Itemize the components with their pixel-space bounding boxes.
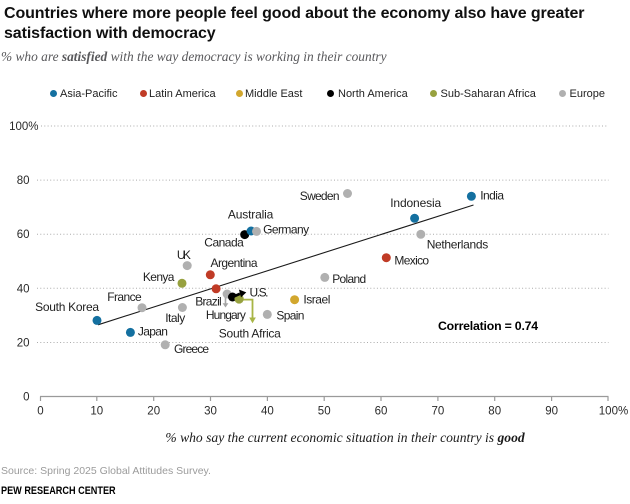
svg-text:50: 50 <box>318 406 331 418</box>
svg-text:Germany: Germany <box>263 223 309 237</box>
svg-text:10: 10 <box>90 406 103 418</box>
svg-text:100%: 100% <box>9 121 38 133</box>
svg-text:60: 60 <box>17 229 30 241</box>
svg-text:Israel: Israel <box>303 293 330 307</box>
svg-text:Greece: Greece <box>174 342 209 356</box>
svg-text:40: 40 <box>17 283 30 295</box>
svg-text:80: 80 <box>17 175 30 187</box>
svg-text:South Africa: South Africa <box>219 327 281 341</box>
svg-text:30: 30 <box>204 406 217 418</box>
svg-text:France: France <box>107 290 142 304</box>
svg-text:Poland: Poland <box>332 272 366 286</box>
svg-text:Canada: Canada <box>204 236 244 250</box>
svg-text:70: 70 <box>432 406 445 418</box>
svg-text:U.S.: U.S. <box>250 286 269 300</box>
svg-text:Correlation = 0.74: Correlation = 0.74 <box>438 319 538 333</box>
svg-text:India: India <box>480 188 504 202</box>
svg-text:South Korea: South Korea <box>35 300 99 314</box>
svg-text:20: 20 <box>17 338 30 350</box>
svg-text:Australia: Australia <box>228 208 274 222</box>
svg-text:Japan: Japan <box>138 325 168 339</box>
svg-text:Indonesia: Indonesia <box>390 196 441 210</box>
svg-text:40: 40 <box>261 406 274 418</box>
svg-text:Italy: Italy <box>165 311 185 325</box>
svg-text:0: 0 <box>23 392 29 404</box>
svg-text:0: 0 <box>37 406 43 418</box>
svg-text:20: 20 <box>147 406 160 418</box>
svg-text:Argentina: Argentina <box>211 256 258 270</box>
svg-text:Sweden: Sweden <box>300 189 340 203</box>
svg-text:60: 60 <box>375 406 388 418</box>
svg-text:Netherlands: Netherlands <box>427 238 489 252</box>
svg-text:90: 90 <box>545 406 558 418</box>
svg-text:Kenya: Kenya <box>143 270 175 284</box>
svg-text:100%: 100% <box>599 406 628 418</box>
svg-text:Spain: Spain <box>276 309 304 323</box>
svg-text:Brazil: Brazil <box>195 294 222 308</box>
svg-text:Hungary: Hungary <box>206 308 246 322</box>
svg-text:Mexico: Mexico <box>394 253 429 267</box>
svg-text:UK: UK <box>177 248 191 262</box>
svg-text:80: 80 <box>488 406 501 418</box>
